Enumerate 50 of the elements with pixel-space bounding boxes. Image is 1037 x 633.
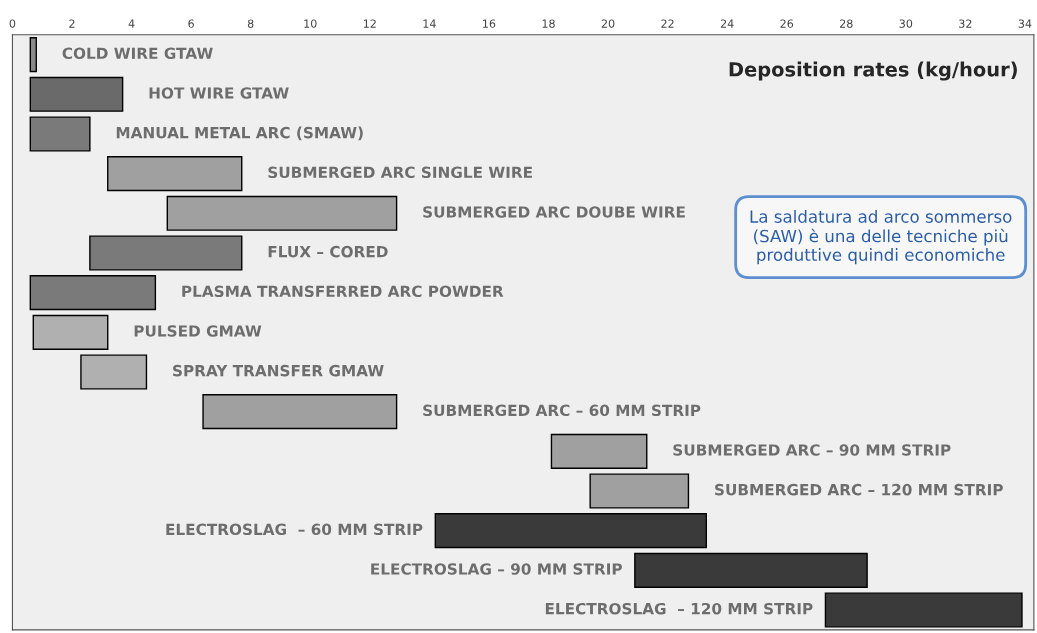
- bar: [589, 473, 690, 509]
- y-tick-label: SUBMERGED ARC – 90 MM STRIP: [673, 444, 951, 456]
- bar: [29, 116, 91, 152]
- x-tick-label: 26: [780, 19, 794, 28]
- y-tick-label: PULSED GMAW: [134, 325, 262, 337]
- bar: [107, 156, 243, 192]
- bar: [89, 235, 243, 271]
- x-tick-label: 2: [69, 19, 75, 28]
- bar: [434, 513, 708, 549]
- bar: [824, 592, 1023, 628]
- y-tick-label: ELECTROSLAG – 90 MM STRIP: [371, 563, 622, 575]
- bar: [29, 76, 124, 112]
- bar: [166, 195, 398, 231]
- y-tick-label: SPRAY TRANSFER GMAW: [173, 364, 384, 377]
- x-tick-label: 12: [363, 19, 376, 28]
- x-tick-label: 10: [304, 19, 317, 28]
- annotation: La saldatura ad arco sommerso (SAW) è una delle tecniche più produttive quindi economiche: [750, 209, 1012, 265]
- bar: [32, 314, 109, 350]
- x-tick-label: 28: [840, 19, 853, 28]
- y-tick-label: SUBMERGED ARC DOUBE WIRE: [423, 206, 685, 218]
- y-tick-label: SUBMERGED ARC – 120 MM STRIP: [715, 483, 1003, 496]
- text: Deposition rates (kg/hour): [729, 61, 1017, 81]
- x-tick-label: 6: [188, 19, 194, 28]
- y-tick-label: PLASMA TRANSFERRED ARC POWDER: [182, 285, 504, 298]
- y-tick-label: FLUX – CORED: [268, 245, 388, 258]
- x-tick-label: 20: [601, 19, 615, 28]
- y-tick-label: COLD WIRE GTAW: [62, 47, 213, 60]
- bar: [634, 552, 868, 588]
- y-tick-label: ELECTROSLAG – 120 MM STRIP: [545, 602, 813, 615]
- x-tick-label: 4: [128, 19, 135, 28]
- y-tick-label: MANUAL METAL ARC (SMAW): [116, 126, 363, 141]
- x-tick-label: 24: [720, 19, 734, 28]
- y-tick-label: SUBMERGED ARC SINGLE WIRE: [268, 166, 532, 179]
- x-tick-label: 32: [959, 19, 972, 28]
- bar: [202, 394, 398, 430]
- bar: [80, 354, 148, 390]
- y-tick-label: ELECTROSLAG – 60 MM STRIP: [166, 523, 423, 536]
- x-tick-label: 0: [9, 19, 16, 28]
- x-tick-label: 14: [423, 19, 436, 28]
- x-tick-label: 8: [247, 19, 254, 28]
- bar: [29, 37, 37, 73]
- x-tick-label: 22: [661, 19, 674, 28]
- bar: [29, 275, 157, 311]
- y-tick-label: SUBMERGED ARC – 60 MM STRIP: [423, 404, 701, 417]
- x-tick-label: 18: [542, 19, 555, 28]
- y-tick-label: HOT WIRE GTAW: [149, 87, 289, 99]
- x-tick-label: 16: [483, 19, 496, 28]
- x-tick-label: 30: [899, 19, 913, 28]
- x-tick-label: 34: [1018, 19, 1032, 28]
- bar: [550, 433, 648, 469]
